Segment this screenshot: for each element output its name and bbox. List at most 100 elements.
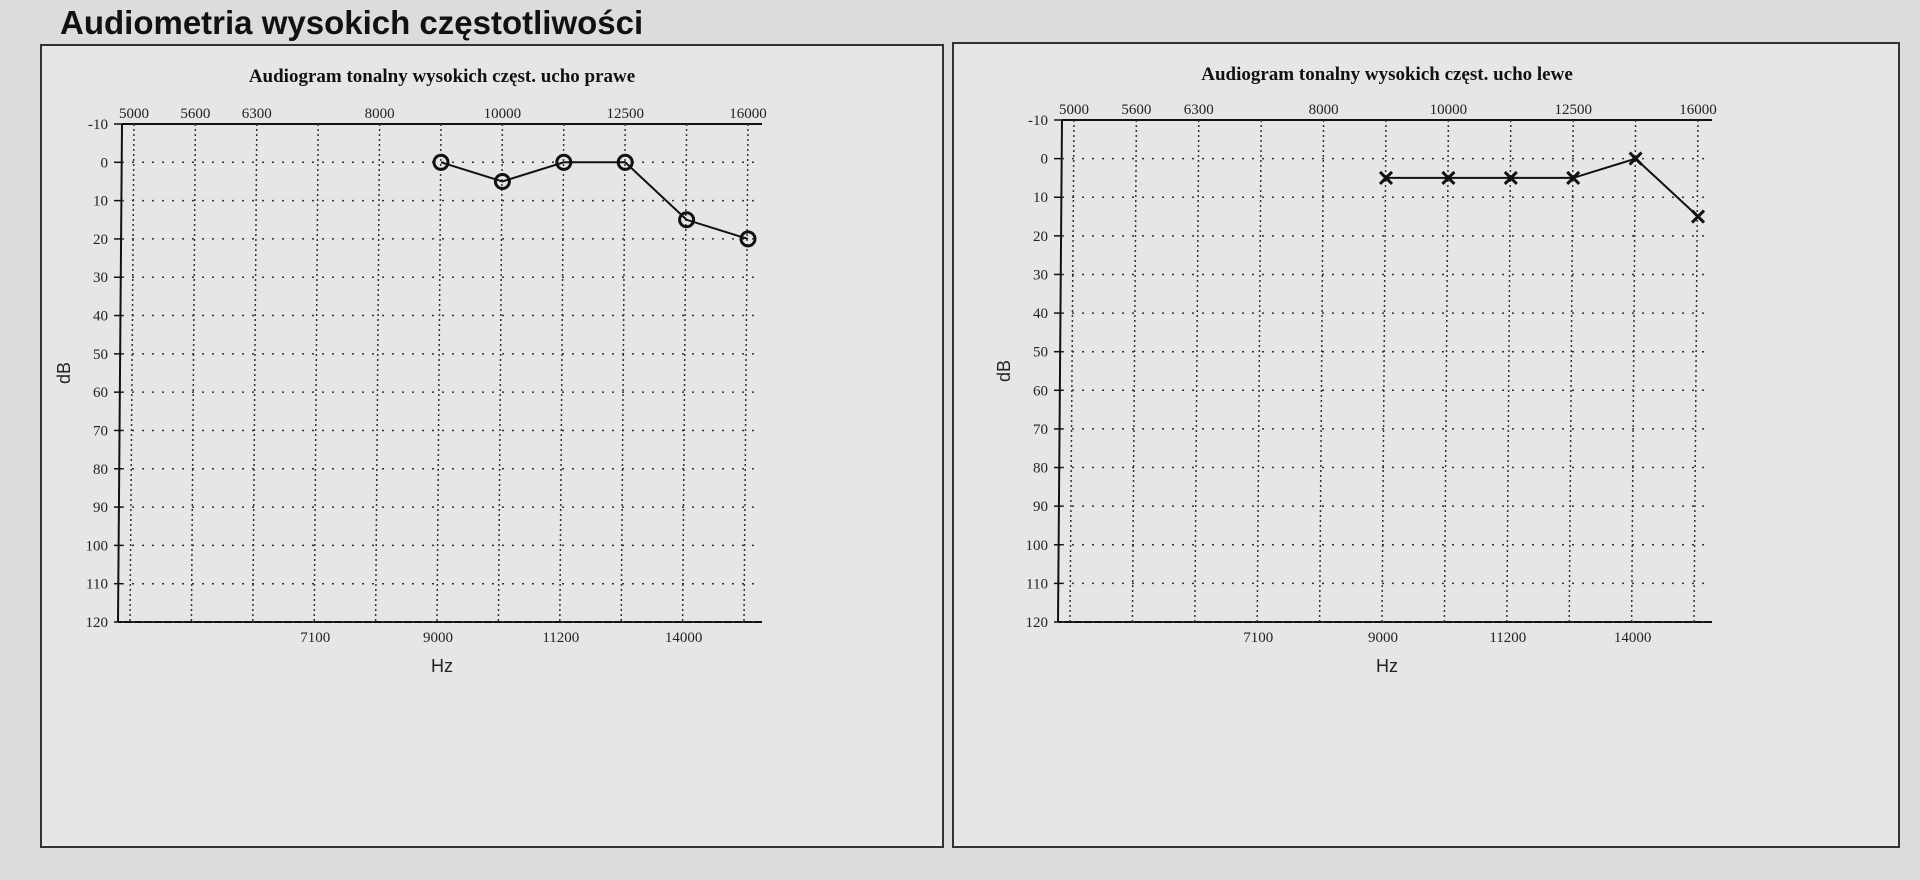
x-tick-label-bottom: 14000 [665,630,703,646]
data-point-cross [1690,209,1706,224]
x-gridline [313,123,319,623]
x-gridline [1069,119,1075,623]
chart-title: Audiogram tonalny wysokich częst. ucho l… [1201,64,1573,85]
y-tick-label: 100 [86,538,109,554]
x-tick-label-top: 16000 [729,106,767,122]
data-point-circle [678,211,696,229]
cross-stroke [1566,170,1581,185]
x-gridline [559,123,565,623]
data-point-circle [616,153,634,171]
x-tick-label-top: 5600 [1121,102,1151,118]
audiogram-chart: Audiogram tonalny wysokich częst. ucho p… [54,66,767,676]
cross-stroke [1441,170,1456,185]
x-gridline [1381,119,1387,623]
x-tick-label-top: 5000 [1059,102,1089,118]
x-tick-label-top: 10000 [1430,102,1468,118]
x-gridline [1630,119,1637,623]
x-axis-label: Hz [1376,656,1398,676]
x-tick-label-bottom: 11200 [542,630,579,646]
x-tick-label-top: 6300 [1184,102,1214,118]
cross-stroke [1378,170,1394,185]
audiogram-left-ear-panel: Audiogram tonalny wysokich częst. ucho l… [952,42,1900,848]
data-point-cross [1441,170,1456,185]
chart-title: Audiogram tonalny wysokich częst. ucho p… [249,66,635,87]
y-tick-label: 70 [93,423,108,439]
x-tick-label-top: 5600 [180,106,210,122]
x-gridline [497,123,504,623]
data-point-circle [739,230,757,248]
y-tick-label: 0 [101,155,109,171]
y-tick-label: 90 [93,500,108,516]
y-tick-label: 10 [1033,190,1048,206]
y-axis-label: dB [994,360,1014,382]
y-tick-label: -10 [1028,113,1048,129]
series-line [1386,157,1699,218]
x-tick-label-bottom: 7100 [1243,630,1273,646]
x-tick-label-top: 12500 [1554,102,1592,118]
y-tick-label: 90 [1033,499,1048,515]
y-tick-label: 20 [93,232,108,248]
x-gridline [1506,119,1512,623]
cross-stroke [1628,151,1643,166]
y-tick-label: 80 [1033,461,1048,477]
x-tick-label-bottom: 9000 [423,630,453,646]
y-tick-label: -10 [88,117,108,133]
x-tick-label-top: 12500 [606,106,644,122]
cross-stroke [1503,170,1518,185]
data-point-circle [555,153,573,171]
x-tick-label-top: 8000 [365,106,395,122]
x-gridline [1131,119,1138,623]
x-gridline [129,123,135,623]
x-gridline [1443,119,1450,623]
y-tick-label: 60 [1033,383,1048,399]
x-gridline [1568,119,1574,623]
y-axis-line [1057,119,1063,623]
data-point-cross [1566,170,1581,185]
x-gridline [1318,119,1325,623]
x-gridline [681,123,688,623]
x-gridline [436,123,442,623]
x-gridline [1693,119,1699,623]
y-tick-label: 70 [1033,422,1048,438]
x-gridline [620,123,626,623]
x-tick-label-bottom: 7100 [300,630,330,646]
y-tick-label: 0 [1041,152,1049,168]
x-tick-label-top: 10000 [484,106,522,122]
y-tick-label: 30 [1033,267,1048,283]
data-point-cross [1628,151,1643,166]
series-line [440,161,749,240]
y-tick-label: 40 [1033,306,1048,322]
data-point-circle [432,153,450,171]
x-tick-label-bottom: 14000 [1614,630,1652,646]
y-tick-label: 60 [93,385,108,401]
y-tick-label: 10 [93,194,108,210]
x-gridline [190,123,197,623]
y-tick-label: 50 [1033,345,1048,361]
y-axis-line [117,123,123,623]
x-tick-label-top: 8000 [1309,102,1339,118]
x-gridline [374,123,381,623]
data-point-circle [493,172,511,190]
y-tick-label: 40 [93,309,108,325]
page-title: Audiometria wysokich częstotliwości [60,4,644,41]
y-tick-label: 50 [93,347,108,363]
x-tick-label-top: 6300 [242,106,272,122]
x-gridline [252,123,258,623]
x-axis-label: Hz [431,656,453,676]
cross-stroke [1690,209,1706,224]
y-tick-label: 110 [1026,576,1048,592]
x-tick-label-top: 16000 [1679,102,1717,118]
audiogram-chart: Audiogram tonalny wysokich częst. ucho l… [994,64,1717,676]
x-gridline [743,123,749,623]
data-point-cross [1378,170,1394,185]
data-point-cross [1503,170,1518,185]
y-tick-label: 100 [1026,538,1049,554]
x-gridline [1194,119,1200,623]
x-tick-label-bottom: 9000 [1368,630,1398,646]
x-gridline [1256,119,1262,623]
x-tick-label-top: 5000 [119,106,149,122]
audiogram-right-ear-panel: Audiogram tonalny wysokich częst. ucho p… [40,44,944,848]
y-tick-label: 120 [86,615,109,631]
y-tick-label: 110 [86,577,108,593]
y-tick-label: 120 [1026,615,1049,631]
